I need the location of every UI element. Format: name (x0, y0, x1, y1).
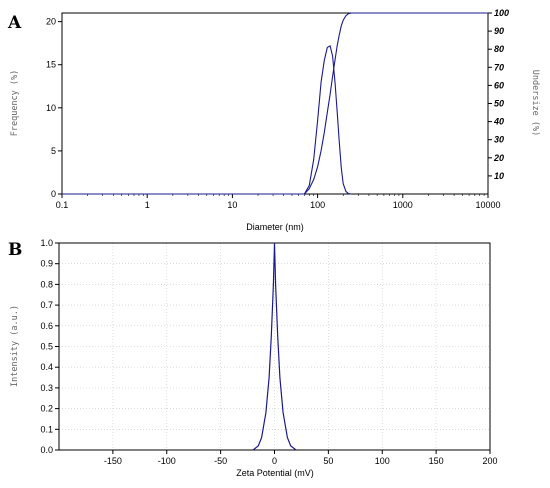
panel-a-y2-tick-label: 60 (494, 80, 504, 90)
panel-a-y2-tick-label: 10 (494, 171, 504, 181)
panel-a-x-tick-label: 1 (145, 200, 150, 210)
panel-b-x-ticks: -150 -100 -50 0 50 100 150 200 (104, 450, 498, 466)
panel-b-x-tick-label: 0 (272, 456, 277, 466)
panel-a-x-axis-title: Diameter (nm) (246, 222, 304, 232)
panel-b-y-ticks: 0.0 0.1 0.2 0.3 0.4 0.5 0.6 0.7 0.8 0.9 1.0 (40, 238, 59, 455)
panel-a-y2-tick-label: 50 (494, 99, 504, 109)
panel-b-zeta-curve (252, 242, 297, 451)
panel-b-y-tick-label: 0.8 (40, 279, 53, 289)
panel-b-y-tick-label: 0.7 (40, 300, 53, 310)
panel-b-x-tick-label: -150 (104, 456, 122, 466)
panel-b-x-axis-title: Zeta Potential (mV) (236, 468, 314, 478)
panel-b-x-tick-label: 100 (375, 456, 390, 466)
panel-a: A 0.1 1 10 100 1000 10000 0 5 10 15 20 10 20 30 40 50… (7, 8, 540, 232)
panel-b-x-tick-label: -50 (214, 456, 227, 466)
panel-a-y-axis-title: Frequency (%) (10, 70, 20, 137)
panel-a-y2-ticks: 10 20 30 40 50 60 70 80 90 100 (488, 8, 509, 181)
panel-b-x-tick-label: -100 (158, 456, 176, 466)
panel-a-undersize-curve (62, 12, 488, 195)
panel-b-x-tick-label: 150 (429, 456, 444, 466)
panel-b-y-tick-label: 1.0 (40, 238, 53, 248)
panel-a-x-ticks: 0.1 1 10 100 1000 10000 (56, 194, 501, 210)
panel-b-y-tick-label: 0.9 (40, 259, 53, 269)
panel-a-y2-tick-label: 80 (494, 44, 504, 54)
panel-b-x-tick-label: 200 (482, 456, 497, 466)
panel-a-y2-tick-label: 20 (493, 153, 504, 163)
panel-a-y2-axis-title: Undersize (%) (530, 70, 540, 137)
panel-a-y2-tick-label: 30 (494, 135, 504, 145)
panel-a-y-tick-label: 5 (51, 146, 56, 156)
panel-a-x-tick-label: 0.1 (56, 200, 69, 210)
panel-a-y2-tick-label: 70 (494, 62, 504, 72)
panel-b-series (252, 242, 297, 451)
panel-a-y-tick-label: 0 (51, 189, 56, 199)
panel-b: B -150 -100 -50 0 50 100 150 200 0.00.10.20.30.… (8, 238, 498, 478)
panel-a-y2-tick-label: 100 (494, 8, 509, 18)
panel-a-series (62, 12, 488, 195)
panel-a-y-tick-label: 15 (46, 60, 56, 70)
panel-a-y2-tick-label: 40 (493, 117, 504, 127)
panel-b-letter: B (8, 240, 22, 260)
panel-a-x-tick-label: 10 (227, 200, 237, 210)
panel-a-x-tick-label: 10000 (475, 200, 500, 210)
panel-a-frequency-curve (62, 44, 352, 195)
panel-b-x-tick-label: 50 (323, 456, 333, 466)
panel-a-y-tick-label: 10 (46, 103, 56, 113)
panel-b-y-tick-label: 0.1 (40, 424, 53, 434)
panel-b-y-tick-label: 0.6 (40, 321, 53, 331)
panel-b-y-tick-label: 0.5 (40, 342, 53, 352)
panel-b-y-tick-label: 0.3 (40, 383, 53, 393)
panel-a-y-tick-label: 20 (46, 17, 56, 27)
panel-a-y2-tick-label: 90 (494, 26, 504, 36)
panel-b-y-tick-label: 0.2 (40, 404, 53, 414)
panel-a-letter: A (7, 13, 22, 33)
panel-b-y-tick-label: 0.4 (40, 362, 53, 372)
panel-b-y-axis-title: Intensity (a.u.) (10, 305, 20, 387)
panel-a-x-tick-label: 1000 (393, 200, 413, 210)
panel-b-y-tick-label: 0.0 (40, 445, 53, 455)
panel-a-x-tick-label: 100 (310, 200, 325, 210)
panel-a-y-ticks: 0 5 10 15 20 (46, 17, 62, 199)
